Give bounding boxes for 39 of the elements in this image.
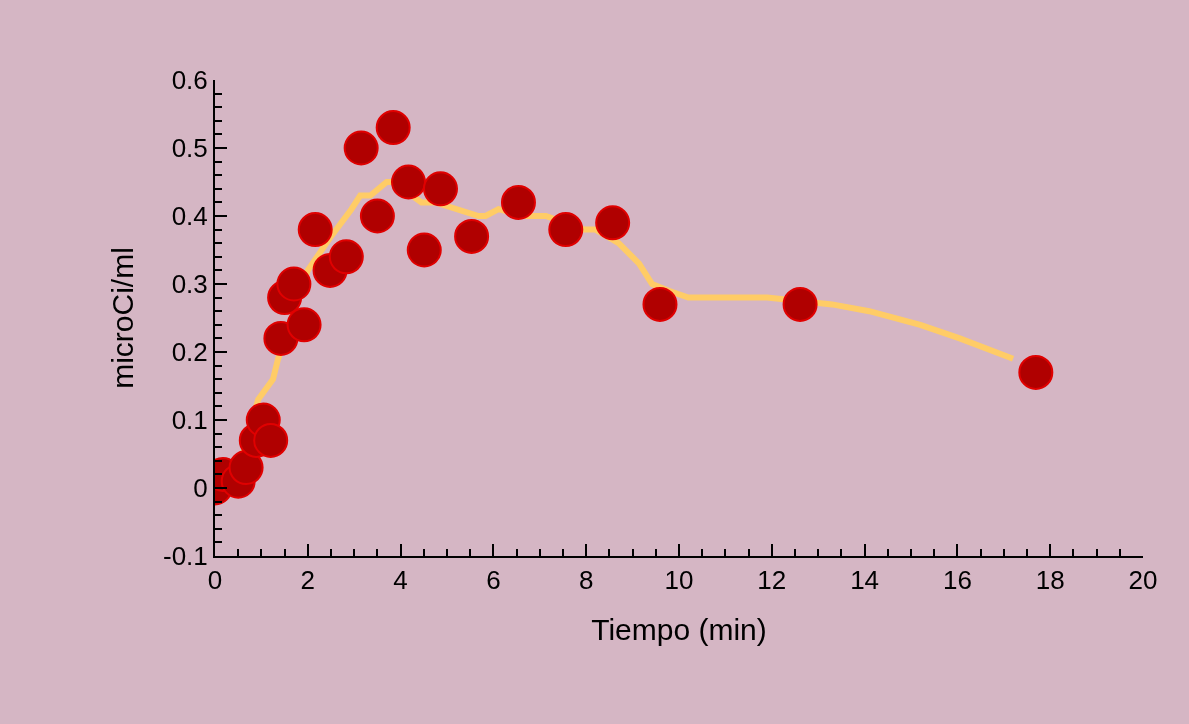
- point: [276, 266, 312, 302]
- x-tick-label: 16: [942, 565, 972, 596]
- y-tick-label: 0.6: [171, 65, 208, 96]
- point: [1018, 354, 1054, 390]
- point: [297, 212, 333, 248]
- x-axis-title: Tiempo (min): [591, 613, 767, 647]
- point: [642, 286, 678, 322]
- x-tick-label: 12: [757, 565, 787, 596]
- point: [391, 164, 426, 200]
- x-tick-label: 4: [393, 565, 408, 596]
- point: [343, 130, 379, 166]
- y-tick-label: 0: [193, 473, 208, 504]
- y-tick-label: 0.4: [171, 201, 208, 232]
- point: [423, 171, 458, 207]
- point: [454, 218, 490, 254]
- point: [253, 422, 289, 458]
- x-tick-label: 20: [1128, 565, 1158, 596]
- point: [286, 307, 322, 343]
- x-tick-label: 2: [300, 565, 316, 596]
- x-tick-label: 8: [578, 565, 594, 596]
- point: [782, 286, 818, 322]
- y-axis-title: microCi/ml: [106, 247, 140, 389]
- x-tick-label: 14: [850, 565, 880, 596]
- point: [375, 110, 411, 146]
- x-tick-label: 18: [1035, 565, 1065, 596]
- y-tick-label: 0.1: [171, 405, 208, 436]
- x-tick-label: 6: [486, 565, 501, 596]
- point: [595, 205, 631, 241]
- point: [359, 198, 395, 234]
- point: [228, 450, 264, 486]
- point: [328, 239, 364, 275]
- point: [500, 184, 536, 220]
- y-tick-label: 0.5: [171, 133, 208, 164]
- y-tick-label: -0.1: [162, 541, 208, 572]
- y-tick-label: 0.3: [171, 269, 208, 300]
- x-tick-label: 10: [664, 565, 694, 596]
- y-tick-label: 0.2: [171, 337, 208, 368]
- point: [406, 232, 442, 268]
- point: [548, 212, 584, 248]
